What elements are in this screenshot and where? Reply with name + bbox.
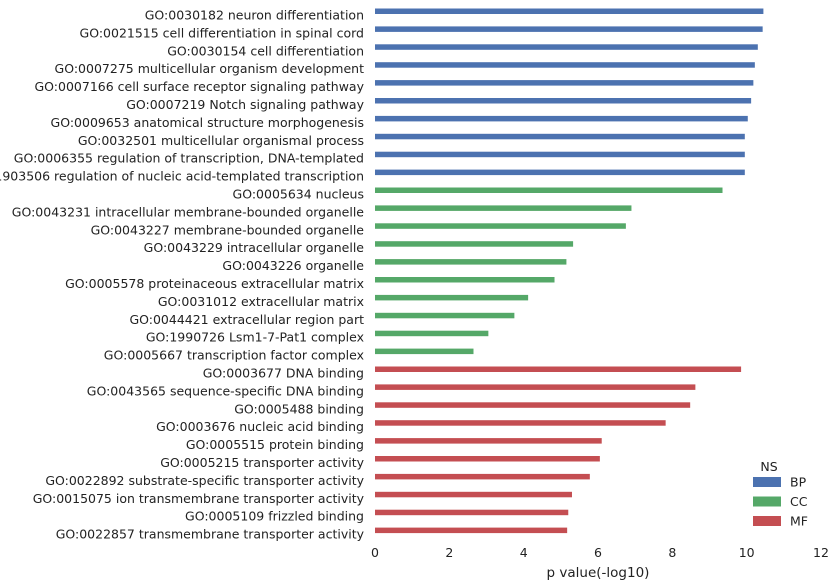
category-label: GO:0043227 membrane-bounded organelle [91,222,365,237]
bar-cc [375,241,574,247]
category-label: GO:0005515 protein binding [186,437,364,452]
category-label: GO:1903506 regulation of nucleic acid-te… [0,169,364,184]
category-label: GO:0009653 anatomical structure morphoge… [51,115,364,130]
category-label: GO:0015075 ion transmembrane transporter… [33,491,365,506]
legend-label-cc: CC [790,494,808,509]
legend-swatch-cc [753,496,781,507]
category-label: GO:0022857 transmembrane transporter act… [56,527,365,542]
bar-cc [375,294,529,301]
bar-cc [375,348,474,355]
bar-mf [375,456,600,462]
x-tick-label: 2 [445,545,453,560]
category-label: GO:0003677 DNA binding [203,366,364,381]
category-label: GO:0005215 transporter activity [160,455,364,470]
bar-bp [375,26,763,32]
bar-cc [375,330,489,337]
x-tick-label: 6 [594,545,602,560]
category-label: GO:0006355 regulation of transcription, … [14,151,364,166]
bar-bp [375,44,758,50]
category-label: GO:0007166 cell surface receptor signali… [34,79,364,94]
bar-bp [375,98,752,104]
x-tick-label: 4 [520,545,528,560]
bar-mf [375,491,572,498]
category-label: GO:0007275 multicellular organism develo… [55,61,365,76]
bar-cc [375,312,515,319]
bar-mf [375,527,568,534]
legend: NS BP CC MF [753,459,808,529]
bar-bp [375,151,745,158]
bars-layer [375,8,764,534]
x-axis-title: p value(-log10) [547,565,650,581]
bar-mf [375,438,602,444]
category-label: GO:0043565 sequence-specific DNA binding [87,383,364,398]
legend-label-mf: MF [790,514,808,529]
bar-mf [375,384,696,390]
x-tick-label: 8 [668,545,676,560]
bar-mf [375,402,691,408]
category-label: GO:0043231 intracellular membrane-bounde… [12,204,365,219]
category-label: GO:0030182 neuron differentiation [145,8,364,23]
bar-mf [375,473,590,480]
bar-cc [375,259,567,265]
bar-bp [375,80,754,86]
category-label: GO:0005109 frizzled binding [185,509,364,524]
x-axis-ticks: 0 2 4 6 8 10 12 [371,545,829,560]
x-tick-label: 0 [371,545,379,560]
legend-title: NS [760,459,777,474]
category-label: GO:0003676 nucleic acid binding [156,419,364,434]
legend-items: BP CC MF [753,475,808,529]
category-label: GO:1990726 Lsm1-7-Pat1 complex [146,330,364,345]
x-tick-label: 12 [813,545,829,560]
bar-bp [375,8,764,14]
bar-mf [375,366,742,372]
category-label: GO:0043226 organelle [222,258,364,273]
category-label: GO:0005578 proteinaceous extracellular m… [65,276,364,291]
category-label: GO:0030154 cell differentiation [167,43,364,58]
category-label: GO:0005667 transcription factor complex [104,348,364,363]
bar-cc [375,277,555,283]
x-tick-label: 10 [739,545,755,560]
category-label: GO:0043229 intracellular organelle [144,240,365,255]
category-label: GO:0044421 extracellular region part [129,312,364,327]
bar-mf [375,420,666,426]
category-label: GO:0032501 multicellular organismal proc… [78,133,364,148]
category-label: GO:0007219 Notch signaling pathway [126,97,364,112]
legend-label-bp: BP [790,475,807,490]
legend-swatch-mf [753,516,781,526]
bar-bp [375,169,745,176]
legend-swatch-bp [753,477,781,487]
category-label: GO:0005634 nucleus [233,187,364,202]
category-label: GO:0005488 binding [234,401,364,416]
bar-mf [375,509,569,516]
bar-cc [375,187,723,193]
category-label: GO:0031012 extracellular matrix [158,294,364,309]
category-label: GO:0022892 substrate-specific transporte… [45,473,364,488]
category-labels: GO:0030182 neuron differentiation GO:0021… [0,8,365,542]
bar-bp [375,133,745,140]
bar-cc [375,205,632,211]
bar-cc [375,223,626,229]
bar-bp [375,115,748,122]
category-label: GO:0021515 cell differentiation in spina… [80,25,364,40]
bar-bp [375,62,755,68]
